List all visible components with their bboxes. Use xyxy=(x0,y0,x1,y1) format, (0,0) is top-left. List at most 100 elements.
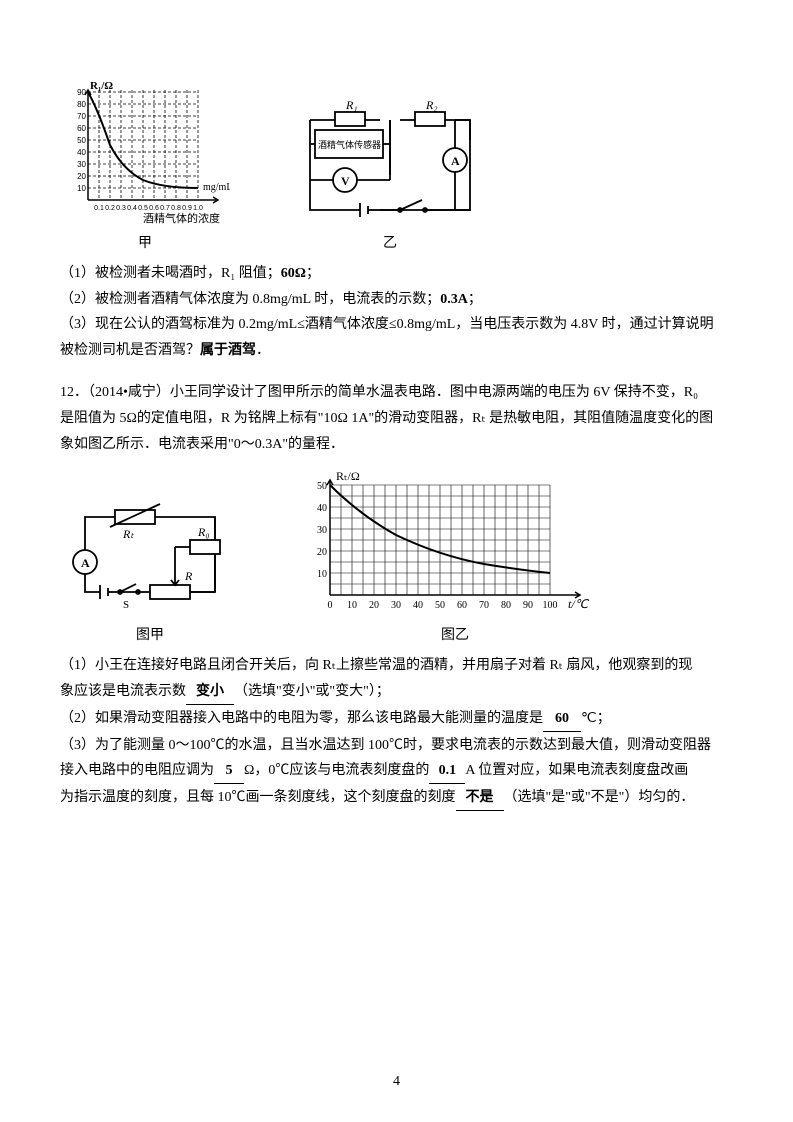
svg-text:50: 50 xyxy=(77,136,86,145)
q11-p2: （2）被检测者酒精气体浓度为 0.8mg/mL 时，电流表的示数；0.3A； xyxy=(60,288,733,312)
q12-p1-l2: 象应该是电流表示数变小（选填"变小"或"变大"）； xyxy=(60,680,733,705)
svg-text:90: 90 xyxy=(523,600,533,611)
q11-sensor-label: 酒精气体传感器 xyxy=(318,139,381,150)
q12-rt-label: Rₜ xyxy=(122,527,134,541)
q12-circuit-svg: Rₜ R₀ A S R xyxy=(60,492,240,622)
svg-text:90: 90 xyxy=(77,88,86,97)
q12-p2-blank: 60 xyxy=(543,707,581,732)
q11-r2-label: R₂ xyxy=(425,100,438,112)
q12-p3-l2b: Ω，0℃应该与电流表刻度盘的 xyxy=(244,763,429,778)
q11-p3-suffix: ． xyxy=(256,343,270,358)
q12-circuit-block: Rₜ R₀ A S R 图甲 xyxy=(60,492,240,648)
svg-text:30: 30 xyxy=(317,525,327,536)
q12-chart-caption: 图乙 xyxy=(300,624,610,648)
svg-text:0.6: 0.6 xyxy=(149,205,159,212)
q11-p1-bold: 60Ω xyxy=(281,266,306,281)
svg-text:0.3: 0.3 xyxy=(116,205,126,212)
q11-circuit-caption: 乙 xyxy=(290,232,490,256)
svg-text:0.7: 0.7 xyxy=(160,205,170,212)
q12-chart-svg: 102030 4050 01020 304050 607080 90100 Rₜ… xyxy=(300,472,610,622)
svg-text:0: 0 xyxy=(328,600,333,611)
q11-figs-row: 10 20 30 40 50 60 70 80 90 0.10.20.3 0.40.50.6… xyxy=(60,80,733,256)
svg-text:50: 50 xyxy=(435,600,445,611)
q12-a-label: A xyxy=(81,556,90,570)
q12-r-label: R xyxy=(184,569,193,583)
q12-p2-prefix: （2）如果滑动变阻器接入电路中的电阻为零，那么该电路最大能测量的温度是 xyxy=(60,711,543,726)
svg-text:60: 60 xyxy=(77,124,86,133)
svg-text:30: 30 xyxy=(391,600,401,611)
svg-text:20: 20 xyxy=(317,547,327,558)
q12-p3-l2c: A 位置对应，如果电流表刻度盘改画 xyxy=(465,763,688,778)
svg-text:30: 30 xyxy=(77,160,86,169)
q11-p3-l2-prefix: 被检测司机是否酒驾？ xyxy=(60,343,200,358)
svg-text:80: 80 xyxy=(77,100,86,109)
q12-p1-l2-suffix: （选填"变小"或"变大"）； xyxy=(234,684,390,699)
svg-text:0.2: 0.2 xyxy=(105,205,115,212)
svg-text:70: 70 xyxy=(77,112,86,121)
q12-p2-suffix: ℃； xyxy=(581,711,611,726)
svg-text:20: 20 xyxy=(77,172,86,181)
q12-chart-block: 102030 4050 01020 304050 607080 90100 Rₜ… xyxy=(300,472,610,648)
q11-chart-caption: 甲 xyxy=(60,232,230,256)
q11-chart-svg: 10 20 30 40 50 60 70 80 90 0.10.20.3 0.40.50.6… xyxy=(60,80,230,230)
q12-p1-l1: （1）小王在连接好电路且闭合开关后，向 Rₜ上擦些常温的酒精，并用扇子对着 Rₜ… xyxy=(60,654,733,678)
q12-figs-row: Rₜ R₀ A S R 图甲 xyxy=(60,472,733,648)
q12-xlabel: t/℃ xyxy=(568,597,590,611)
q12-circuit-caption: 图甲 xyxy=(60,624,240,648)
page: 102030 405060 708090 0.10.20.3 0.40.50.6… xyxy=(0,0,793,1122)
q12-p3-l3: 为指示温度的刻度，且每 10℃画一条刻度线，这个刻度盘的刻度不是（选填"是"或"… xyxy=(60,786,733,811)
q11-p2-bold: 0.3A xyxy=(440,292,468,307)
q11-p2-suffix: ； xyxy=(468,292,482,307)
q12-ylabel: Rₜ/Ω xyxy=(336,472,360,483)
q11-p3-l2: 被检测司机是否酒驾？属于酒驾． xyxy=(60,339,733,363)
q12-p3-blank-c: 不是 xyxy=(456,786,504,811)
svg-text:0.5: 0.5 xyxy=(138,205,148,212)
svg-text:50: 50 xyxy=(317,481,327,492)
q11-circuit-block: R₁ R₂ 酒精气体传感器 V A 乙 xyxy=(290,100,490,256)
svg-text:20: 20 xyxy=(369,600,379,611)
q12-p3-l2: 接入电路中的电阻应调为5Ω，0℃应该与电流表刻度盘的0.1A 位置对应，如果电流… xyxy=(60,759,733,784)
q11-p1: （1）被检测者未喝酒时，R₁ 阻值；60Ω； xyxy=(60,262,733,286)
q11-ylabel: R₁/Ω xyxy=(90,80,113,92)
svg-text:80: 80 xyxy=(501,600,511,611)
q11-xlabel: 酒精气体的浓度 xyxy=(143,211,220,225)
svg-text:40: 40 xyxy=(413,600,423,611)
q11-p2-prefix: （2）被检测者酒精气体浓度为 0.8mg/mL 时，电流表的示数； xyxy=(60,292,440,307)
q12-intro2: 是阻值为 5Ω的定值电阻，R 为铭牌上标有"10Ω 1A"的滑动变阻器，Rₜ 是… xyxy=(60,407,733,431)
svg-text:1.0: 1.0 xyxy=(193,205,203,212)
q12-intro3: 象如图乙所示．电流表采用"0～0.3A"的量程． xyxy=(60,433,733,457)
q12-p3-l2a: 接入电路中的电阻应调为 xyxy=(60,763,214,778)
svg-text:0.4: 0.4 xyxy=(127,205,137,212)
q12-s-label: S xyxy=(123,599,129,611)
q12-intro1: 12．（2014•咸宁）小王同学设计了图甲所示的简单水温表电路．图中电源两端的电… xyxy=(60,381,733,405)
q12-p3-blank-b: 0.1 xyxy=(429,759,465,784)
q11-r1-label: R₁ xyxy=(345,100,358,112)
q12-r0-label: R₀ xyxy=(197,525,210,539)
q11-p3-bold: 属于酒驾 xyxy=(200,343,256,358)
q11-a-label: A xyxy=(451,154,460,168)
svg-text:70: 70 xyxy=(479,600,489,611)
q11-xunit: mg/mL xyxy=(203,182,230,193)
svg-text:60: 60 xyxy=(457,600,467,611)
svg-text:40: 40 xyxy=(77,148,86,157)
svg-text:0.8: 0.8 xyxy=(171,205,181,212)
svg-text:40: 40 xyxy=(317,503,327,514)
q12-p3-l1: （3）为了能测量 0～100℃的水温，且当水温达到 100℃时，要求电流表的示数… xyxy=(60,734,733,758)
q12-p3-blank-a: 5 xyxy=(214,759,244,784)
q12-p1-l2-prefix: 象应该是电流表示数 xyxy=(60,684,186,699)
svg-text:0.1: 0.1 xyxy=(94,205,104,212)
q11-chart-block: 10 20 30 40 50 60 70 80 90 0.10.20.3 0.40.50.6… xyxy=(60,80,230,256)
svg-text:10: 10 xyxy=(317,569,327,580)
q12-p3-l3a: 为指示温度的刻度，且每 10℃画一条刻度线，这个刻度盘的刻度 xyxy=(60,790,456,805)
q11-v-label: V xyxy=(341,174,350,188)
svg-text:10: 10 xyxy=(347,600,357,611)
q11-circuit-svg: R₁ R₂ 酒精气体传感器 V A xyxy=(290,100,490,230)
q12-p1-blank: 变小 xyxy=(186,680,234,705)
q12-p2: （2）如果滑动变阻器接入电路中的电阻为零，那么该电路最大能测量的温度是60℃； xyxy=(60,707,733,732)
svg-text:10: 10 xyxy=(77,184,86,193)
q12-p3-l3b: （选填"是"或"不是"）均匀的． xyxy=(504,790,695,805)
q11-p1-suffix: ； xyxy=(306,266,320,281)
q11-p3-l1: （3）现在公认的酒驾标准为 0.2mg/mL≤酒精气体浓度≤0.8mg/mL，当… xyxy=(60,313,733,337)
page-number: 4 xyxy=(0,1070,793,1094)
svg-text:0.9: 0.9 xyxy=(182,205,192,212)
